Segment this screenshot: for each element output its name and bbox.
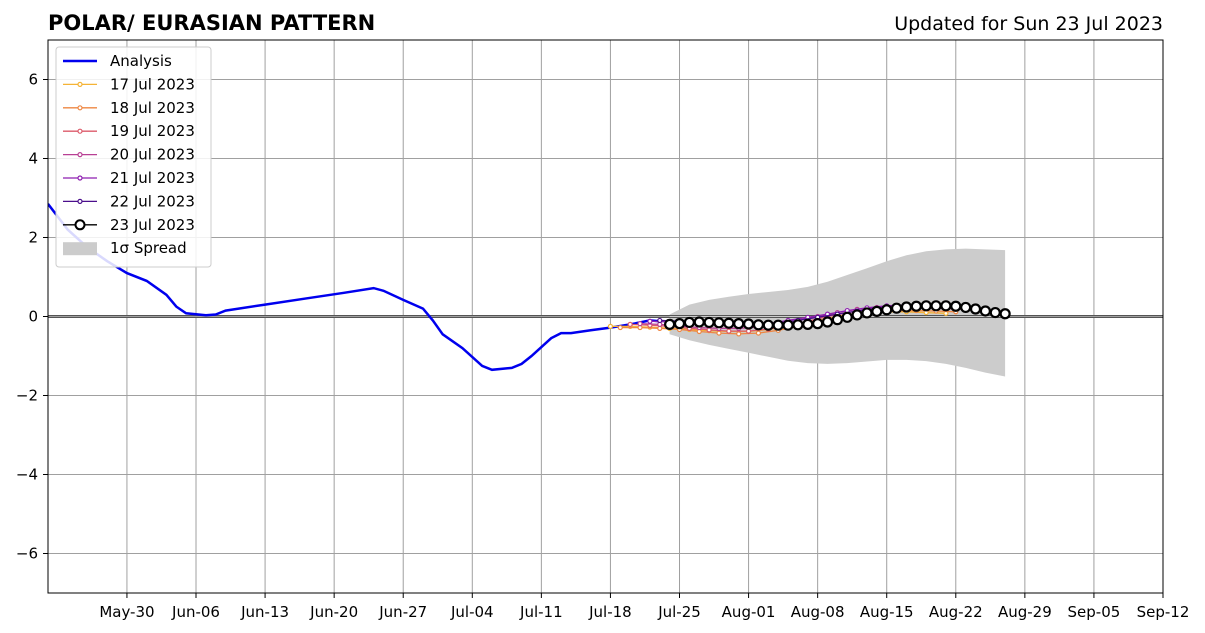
series-point [940,300,952,312]
legend-label: 17 Jul 2023 [110,75,195,93]
legend-swatch-marker [77,198,83,204]
series-point [821,316,834,328]
series-point [841,311,853,323]
series-point [723,317,735,329]
series-point [647,318,653,324]
x-tick-label: Jun-27 [378,603,427,621]
series-line-analysis [48,203,660,372]
chart-title: POLAR/ EURASIAN PATTERN [48,11,375,35]
x-tick-label: Jul-25 [657,603,701,621]
series-point [664,318,676,330]
series-point [900,301,913,313]
series-point [637,321,643,327]
series-point [657,317,663,324]
series-point [871,305,883,317]
series-point [960,301,972,314]
series-point [792,319,804,331]
legend-swatch-marker [77,81,83,88]
legend-swatch-marker [77,175,83,181]
series-point [736,331,742,337]
series-point [607,323,614,329]
series-point [890,302,903,314]
x-tick-label: Aug-08 [791,603,845,621]
legend-label: 23 Jul 2023 [110,216,195,234]
x-tick-label: Aug-29 [998,603,1052,621]
x-tick-label: Jun-06 [171,603,220,621]
x-tick-label: Aug-15 [860,603,914,621]
series-point [782,319,794,331]
series-point [802,318,814,330]
series-point [920,300,932,312]
series-point [745,328,752,334]
legend-swatch-spread [63,242,97,256]
y-tick-label: 6 [28,71,38,89]
series-point [733,318,745,330]
series-point [831,314,843,326]
legend-label: Analysis [110,52,172,70]
series-point [979,305,991,317]
series-point [617,324,623,331]
series-point [881,304,893,316]
x-tick-label: Jul-11 [519,603,563,621]
plot-area: May-30 Jun-06 Jun-13 Jun-20 Jun-27 Jul-04 Jul-… [16,39,1190,621]
legend-swatch-marker [77,128,83,134]
legend-label: 1σ Spread [110,239,187,257]
legend-label: 19 Jul 2023 [110,122,195,140]
x-tick-label: Jul-18 [588,603,632,621]
series-point [999,308,1011,320]
series-point [812,318,824,330]
legend-label: 22 Jul 2023 [110,192,195,210]
series-point [851,309,863,321]
series-point [716,330,722,336]
legend-label: 20 Jul 2023 [110,146,195,164]
series-point [726,328,732,334]
legend-box [55,46,212,268]
x-tick-label: Aug-22 [929,603,983,621]
series-point [930,300,942,312]
legend-swatch-marker [77,152,83,158]
x-tick-label: Jun-13 [240,603,289,621]
x-tick-label: Jun-20 [309,603,358,621]
series-point [703,316,715,329]
series-point [683,316,695,329]
series-point [772,319,784,331]
x-tick-label: Sep-12 [1137,603,1190,621]
y-tick-label: −4 [16,466,38,484]
series-point [762,319,774,331]
plot-series-group [48,203,1163,377]
series-point [693,316,705,328]
y-tick-label: −6 [16,545,38,563]
legend-swatch-marker [74,219,86,231]
legend-label: 18 Jul 2023 [110,99,195,117]
series-point [713,317,725,329]
y-tick-label: 2 [28,229,38,247]
y-tick-label: 4 [28,150,38,168]
y-tick-label: 0 [28,308,38,326]
legend-label: 21 Jul 2023 [110,169,195,187]
series-point [742,318,755,330]
series-point [755,330,762,336]
series-point [989,306,1001,319]
y-tick-label: −2 [16,387,38,405]
series-point [627,321,633,327]
x-tick-label: Aug-01 [722,603,776,621]
series-point [673,318,686,330]
series-point [969,303,982,315]
series-point [910,300,922,312]
chart-subtitle: Updated for Sun 23 Jul 2023 [894,13,1163,35]
series-point [752,319,765,331]
legend: Analysis 17 Jul 2023 18 Jul 2023 19 Jul 202… [55,46,212,268]
x-tick-label: Jul-04 [450,603,494,621]
x-tick-label: Sep-05 [1068,603,1121,621]
x-tick-label: May-30 [99,603,154,621]
legend-swatch-marker [77,105,83,111]
series-point [861,307,873,319]
series-point [950,300,962,312]
